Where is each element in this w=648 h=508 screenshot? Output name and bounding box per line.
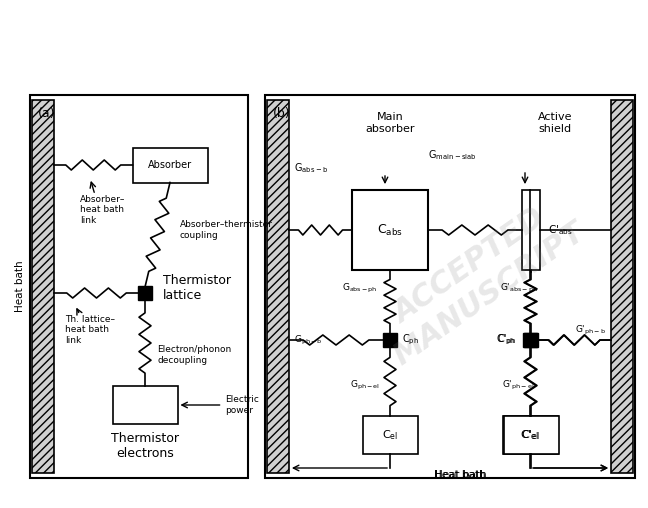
Text: G$_{\mathregular{ph-b}}$: G$_{\mathregular{ph-b}}$ xyxy=(294,333,323,346)
Text: Electric
power: Electric power xyxy=(226,395,259,415)
Text: Absorber: Absorber xyxy=(148,160,192,170)
Bar xyxy=(383,333,397,347)
Text: C$_{\mathregular{abs}}$: C$_{\mathregular{abs}}$ xyxy=(377,223,403,238)
Text: G'$_{\mathregular{ph-el}}$: G'$_{\mathregular{ph-el}}$ xyxy=(502,378,535,392)
Text: Heat bath: Heat bath xyxy=(15,261,25,312)
Bar xyxy=(267,100,289,473)
Text: G$_{\mathregular{main-slab}}$: G$_{\mathregular{main-slab}}$ xyxy=(428,148,477,162)
Text: G$_{\mathregular{abs-b}}$: G$_{\mathregular{abs-b}}$ xyxy=(294,161,328,175)
Text: Main
absorber: Main absorber xyxy=(365,112,415,134)
Bar xyxy=(265,95,635,478)
Text: C'$_{\mathregular{el}}$: C'$_{\mathregular{el}}$ xyxy=(520,428,540,442)
Bar xyxy=(30,95,248,478)
Bar xyxy=(132,147,207,182)
Text: Active
shield: Active shield xyxy=(538,112,572,134)
Text: Thermistor
electrons: Thermistor electrons xyxy=(111,432,179,460)
Bar xyxy=(362,416,417,454)
Text: Heat bath: Heat bath xyxy=(434,470,486,480)
Text: Heat bath: Heat bath xyxy=(435,470,486,480)
Text: (a): (a) xyxy=(38,107,56,120)
Text: Thermistor
lattice: Thermistor lattice xyxy=(163,274,231,302)
Text: Absorber–thermistor
coupling: Absorber–thermistor coupling xyxy=(180,220,273,240)
Bar xyxy=(524,333,538,347)
Text: C$_{\mathregular{ph}}$: C$_{\mathregular{ph}}$ xyxy=(402,333,419,347)
Bar xyxy=(611,100,633,473)
Bar xyxy=(138,286,152,300)
Text: G$_{\mathregular{ph-el}}$: G$_{\mathregular{ph-el}}$ xyxy=(350,378,380,392)
Text: C'$_{\mathregular{ph}}$: C'$_{\mathregular{ph}}$ xyxy=(497,333,517,347)
Text: Electron/phonon
decoupling: Electron/phonon decoupling xyxy=(157,345,231,365)
Text: C'$_{\mathregular{el}}$: C'$_{\mathregular{el}}$ xyxy=(522,428,540,442)
Bar xyxy=(32,100,54,473)
Text: G$_{\mathregular{abs-ph}}$: G$_{\mathregular{abs-ph}}$ xyxy=(342,281,378,295)
Text: G'$_{\mathregular{abs-ph}}$: G'$_{\mathregular{abs-ph}}$ xyxy=(500,281,538,295)
Text: C'$_{\mathregular{abs}}$: C'$_{\mathregular{abs}}$ xyxy=(548,223,573,237)
Bar xyxy=(352,190,428,270)
Bar xyxy=(502,416,557,454)
Text: Absorber–
heat bath
link: Absorber– heat bath link xyxy=(80,195,125,225)
Text: G'$_{\mathregular{ph-b}}$: G'$_{\mathregular{ph-b}}$ xyxy=(575,324,606,337)
Bar xyxy=(503,416,559,454)
Bar xyxy=(523,333,537,347)
Bar xyxy=(522,190,540,270)
Text: ACCEPTED
MANUSCRIPT: ACCEPTED MANUSCRIPT xyxy=(369,189,591,371)
Text: Th. lattice–
heat bath
link: Th. lattice– heat bath link xyxy=(65,315,115,345)
Text: (b): (b) xyxy=(273,107,290,120)
Text: C$_{\mathregular{el}}$: C$_{\mathregular{el}}$ xyxy=(382,428,398,442)
Bar xyxy=(113,386,178,424)
Text: C'$_{\mathregular{ph}}$: C'$_{\mathregular{ph}}$ xyxy=(496,333,516,347)
